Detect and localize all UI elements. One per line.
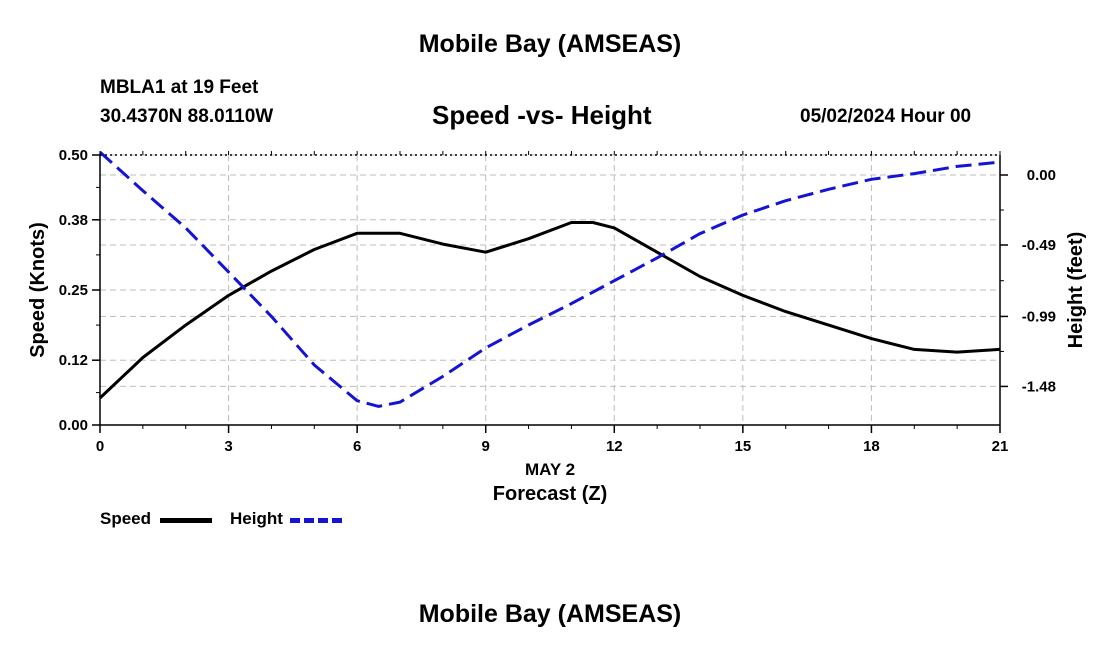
- y-left-tick-label: 0.00: [59, 417, 88, 434]
- series-line-speed: [98, 221, 1001, 400]
- y-left-tick-label: 0.25: [59, 282, 88, 299]
- x-tick-label: 9: [482, 438, 490, 455]
- y-right-axis-label: Height (feet): [1065, 232, 1087, 349]
- series-lines: [98, 150, 1001, 408]
- x-tick-label: 3: [224, 438, 232, 455]
- chart-subtitle: Speed -vs- Height: [432, 100, 652, 130]
- x-tick-label: 12: [606, 438, 623, 455]
- y-right-tick-label: 0.00: [1027, 167, 1056, 184]
- chart-title: Mobile Bay (AMSEAS): [418, 30, 682, 58]
- x-tick-label: 18: [863, 438, 880, 455]
- x-tick-label: 21: [992, 438, 1009, 455]
- y-right-tick-label: -1.48: [1022, 378, 1056, 395]
- y-right-tick-label: -0.99: [1022, 308, 1056, 325]
- y-left-tick-label: 0.50: [59, 147, 88, 164]
- y-left-tick-label: 0.38: [59, 212, 88, 229]
- axes: 0 3 6 9 12 15 18 21 0.00 0.12 0.25 0.38 0.50 0.00 -0.4…: [27, 147, 1087, 505]
- grid-lines: [99, 154, 1001, 426]
- x-axis-date-label: MAY 2: [525, 460, 575, 479]
- forecast-datetime: 05/02/2024 Hour 00: [800, 106, 972, 127]
- station-label: MBLA1 at 19 Feet: [100, 77, 259, 98]
- legend-speed-swatch: [160, 518, 212, 523]
- legend-height-swatch: [290, 518, 342, 523]
- y-left-axis-label: Speed (Knots): [27, 222, 49, 358]
- legend-height-label: Height: [230, 509, 283, 528]
- legend-speed-label: Speed: [100, 509, 152, 528]
- footer-title: Mobile Bay (AMSEAS): [418, 600, 682, 628]
- y-right-tick-label: -0.49: [1022, 237, 1056, 254]
- x-axis-label: Forecast (Z): [493, 483, 607, 505]
- station-coordinates: 30.4370N 88.0110W: [100, 106, 274, 127]
- y-left-tick-label: 0.12: [59, 352, 88, 369]
- x-tick-label: 6: [353, 438, 361, 455]
- x-tick-label: 0: [96, 438, 104, 455]
- series-line-height: [98, 150, 1001, 408]
- x-tick-label: 15: [735, 438, 752, 455]
